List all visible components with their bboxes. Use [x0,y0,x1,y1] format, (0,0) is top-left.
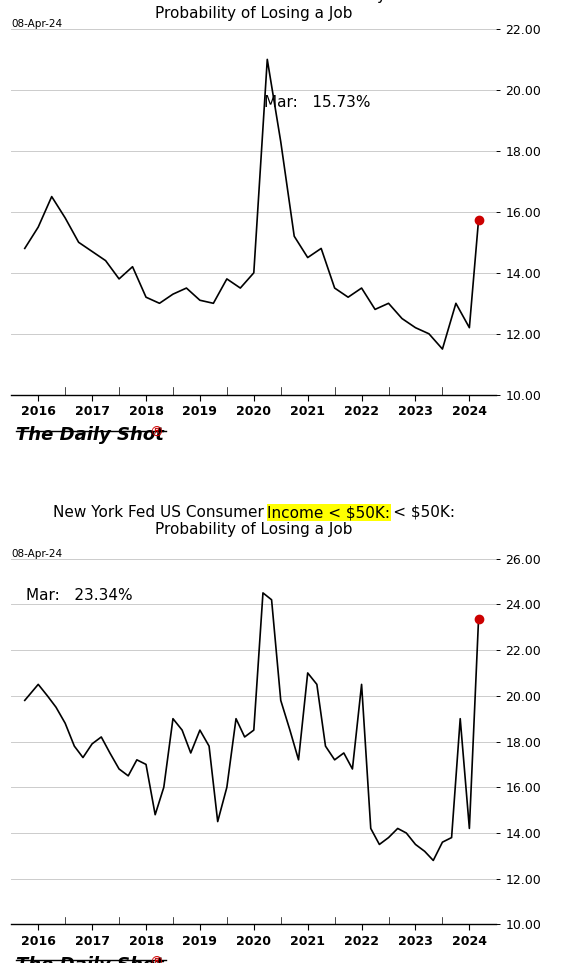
Text: Income < $50K:: Income < $50K: [267,506,390,520]
Text: 08-Apr-24: 08-Apr-24 [11,19,63,29]
Text: Mar:   15.73%: Mar: 15.73% [263,94,370,110]
Text: The Daily Shot: The Daily Shot [16,955,164,963]
Text: The Daily Shot: The Daily Shot [16,426,164,444]
Text: New York Fed US Consumer Survey; Income < $50K:: New York Fed US Consumer Survey; Income … [53,506,455,520]
Text: ®: ® [149,955,164,963]
Text: 08-Apr-24: 08-Apr-24 [11,549,63,559]
Text: ®: ® [149,426,164,440]
Text: Mar:   23.34%: Mar: 23.34% [26,587,133,603]
Title: New York Fed US Consumer Survey:
Probability of Losing a Job: New York Fed US Consumer Survey: Probabi… [117,0,390,21]
Text: Probability of Losing a Job: Probability of Losing a Job [155,522,352,536]
